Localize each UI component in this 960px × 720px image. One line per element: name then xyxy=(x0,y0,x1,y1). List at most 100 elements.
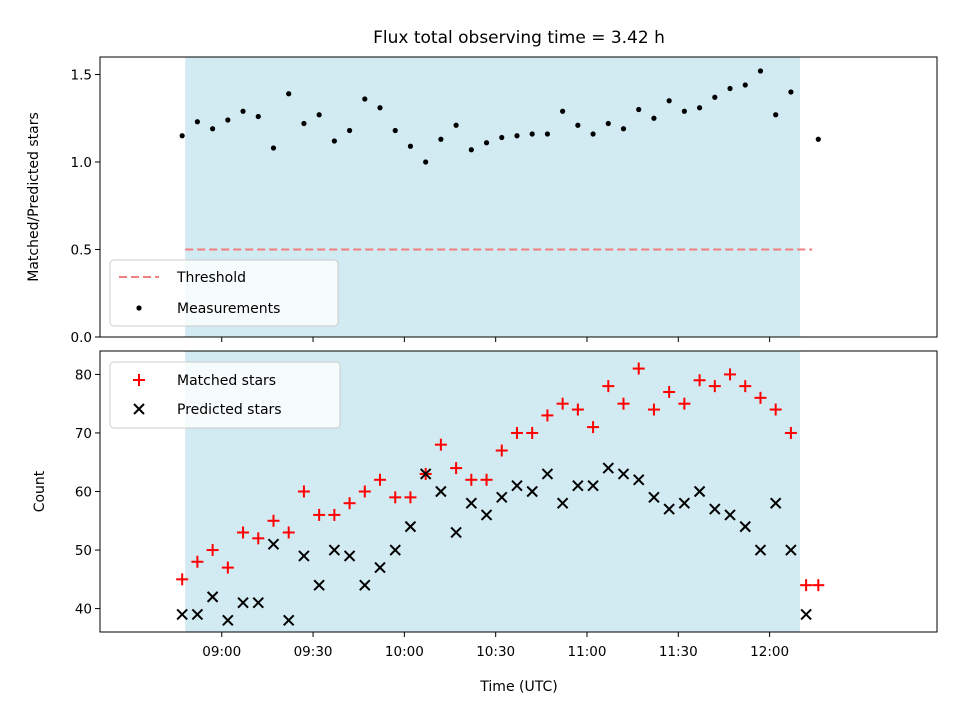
legend-predicted-swatch xyxy=(133,403,145,415)
bottom-legend-box xyxy=(109,361,341,429)
measurement-point xyxy=(514,133,520,139)
measurement-point xyxy=(712,94,718,100)
legend-matched-swatch xyxy=(133,374,145,386)
predicted-star-point xyxy=(693,485,706,498)
predicted-star-point xyxy=(450,526,462,539)
y-tick-label: 50 xyxy=(75,543,92,559)
y-tick-label: 60 xyxy=(75,485,92,501)
measurement-point xyxy=(377,105,383,111)
measurement-point xyxy=(499,134,505,141)
predicted-star-point xyxy=(206,591,219,603)
predicted-star-point xyxy=(252,597,264,609)
matched-star-point xyxy=(812,579,825,592)
predicted-star-point xyxy=(663,503,675,515)
matched-star-point xyxy=(587,421,600,434)
measurement-point xyxy=(194,119,200,125)
measurement-point xyxy=(407,143,414,149)
measurement-point xyxy=(788,89,794,95)
measurement-point xyxy=(681,108,687,114)
measurement-point xyxy=(529,131,535,137)
predicted-star-point xyxy=(556,497,569,509)
matched-star-point xyxy=(784,426,797,439)
measurement-point xyxy=(301,120,307,127)
predicted-star-point xyxy=(359,579,371,591)
y-tick-label: 0.5 xyxy=(71,243,92,259)
predicted-star-point xyxy=(343,550,356,562)
measurement-point xyxy=(651,115,657,121)
matched-star-point xyxy=(374,473,387,486)
measurement-point xyxy=(225,117,231,123)
predicted-star-point xyxy=(313,579,325,591)
matched-star-point xyxy=(632,362,645,375)
matched-star-point xyxy=(434,438,447,451)
top-legend-box xyxy=(109,259,339,327)
legend-measurements-swatch xyxy=(136,305,142,311)
measurement-point xyxy=(757,68,764,74)
matched-star-point xyxy=(800,579,813,592)
predicted-star-point xyxy=(572,479,584,492)
y-tick-label: 1.0 xyxy=(71,155,92,171)
predicted-star-point xyxy=(480,509,493,521)
measurement-point xyxy=(590,131,596,137)
matched-star-point xyxy=(206,544,219,557)
x-tick-label: 11:30 xyxy=(659,644,698,660)
ratio-panel: 0.0 0.5 1.0 1.5 Matched/Predicted stars Thr… xyxy=(26,56,938,346)
legend-matched-label: Matched stars xyxy=(177,373,276,389)
measurement-point xyxy=(316,112,322,118)
predicted-star-point xyxy=(724,509,736,521)
matched-star-point xyxy=(556,397,569,410)
predicted-star-point xyxy=(769,497,782,509)
matched-star-point xyxy=(267,514,280,527)
measurement-point xyxy=(575,122,581,128)
predicted-star-point xyxy=(526,485,538,498)
matched-star-point xyxy=(617,397,630,410)
predicted-star-point xyxy=(602,462,614,474)
matched-star-point xyxy=(450,462,463,475)
top-axes-frame xyxy=(99,56,938,338)
predicted-star-point xyxy=(587,479,599,492)
y-tick-label: 0.0 xyxy=(71,330,92,346)
predicted-star-point xyxy=(800,608,812,621)
predicted-star-point xyxy=(419,468,432,480)
measurement-point xyxy=(270,145,277,151)
predicted-star-point xyxy=(374,561,386,574)
matched-star-point xyxy=(526,426,539,439)
measurement-point xyxy=(666,98,672,104)
measurement-point xyxy=(773,112,779,118)
measurement-point xyxy=(179,133,185,139)
matched-star-point xyxy=(404,491,417,504)
predicted-star-point xyxy=(496,491,508,504)
matched-star-point xyxy=(739,380,752,393)
matched-star-point xyxy=(237,526,250,539)
predicted-star-point xyxy=(328,544,341,556)
matched-star-point xyxy=(495,444,508,457)
matched-star-point xyxy=(176,573,189,586)
predicted-star-point xyxy=(298,550,310,562)
count-panel: 40 50 60 70 80 09:00 09:30 10:00 10:30 11:00 11:3… xyxy=(32,350,938,695)
matched-star-point xyxy=(465,473,478,486)
legend-measurements-label: Measurements xyxy=(177,301,280,317)
top-legend: Threshold Measurements xyxy=(109,259,339,327)
matched-star-point xyxy=(358,485,371,498)
y-tick-label: 80 xyxy=(75,367,92,383)
x-axis-label: Time (UTC) xyxy=(479,679,557,695)
matched-star-point xyxy=(297,485,310,498)
bottom-x-ticks: 09:00 09:30 10:00 10:30 11:00 11:30 12:00 xyxy=(202,632,789,660)
measurement-point xyxy=(544,131,551,137)
measurement-point xyxy=(438,136,444,142)
predicted-star-point xyxy=(191,608,204,621)
matched-star-point xyxy=(571,403,584,416)
predicted-star-point xyxy=(237,597,249,609)
predicted-star-point xyxy=(404,520,417,533)
predicted-star-point xyxy=(617,468,630,480)
predicted-star-point xyxy=(435,485,447,498)
predicted-star-point xyxy=(176,608,188,621)
matched-star-point xyxy=(343,497,356,510)
predicted-star-point xyxy=(282,614,295,626)
matched-star-point xyxy=(647,403,660,416)
matched-star-point xyxy=(313,508,326,521)
bottom-y-ticks: 40 50 60 70 80 xyxy=(75,367,100,618)
y-tick-label: 1.5 xyxy=(71,68,92,84)
x-tick-label: 12:00 xyxy=(750,644,789,660)
matched-star-point xyxy=(602,380,615,393)
